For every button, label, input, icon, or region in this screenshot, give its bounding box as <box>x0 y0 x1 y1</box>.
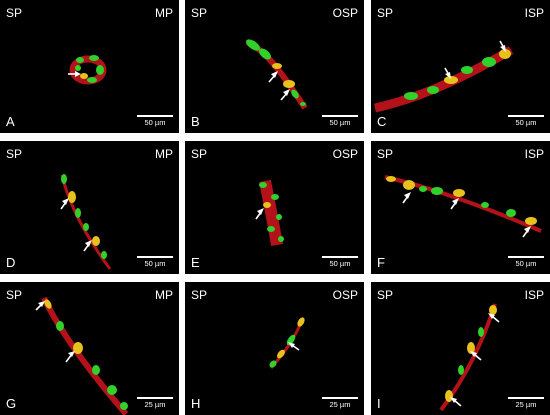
scale-bar-label: 50 µm <box>515 259 537 268</box>
scale-bar-label: 25 µm <box>515 400 537 409</box>
tissue-label: SP <box>6 6 23 20</box>
scale-bar-label: 50 µm <box>329 259 351 268</box>
arrow-icon <box>268 71 278 83</box>
scale-bar: 25 µm <box>137 397 173 409</box>
region-label: OSP <box>332 147 358 161</box>
scale-bar: 25 µm <box>508 397 544 409</box>
panel-letter: D <box>6 255 16 270</box>
panel-letter: F <box>377 255 385 270</box>
region-label: ISP <box>524 288 544 302</box>
arrow-icon <box>450 198 459 210</box>
tissue-label: SP <box>6 288 23 302</box>
arrow-icon <box>444 67 451 79</box>
tissue-label: SP <box>377 6 394 20</box>
scale-bar-label: 50 µm <box>144 259 166 268</box>
micrograph-image <box>60 174 112 270</box>
arrow-icon <box>522 226 531 238</box>
region-label: ISP <box>524 147 544 161</box>
scale-bar-label: 50 µm <box>329 118 351 127</box>
scale-bar: 25 µm <box>322 397 358 409</box>
tissue-label: SP <box>377 147 394 161</box>
micrograph-image <box>374 40 514 113</box>
region-label: MP <box>155 6 173 20</box>
panel-letter: H <box>191 396 201 411</box>
micrograph-image <box>68 55 107 85</box>
arrow-icon <box>499 40 506 52</box>
scale-bar-label: 50 µm <box>515 118 537 127</box>
scale-bar: 50 µm <box>137 256 173 268</box>
arrow-icon <box>255 208 264 220</box>
panel-c: SP ISP C 50 µm <box>371 0 550 133</box>
panel-letter: E <box>191 255 200 270</box>
region-label: MP <box>155 288 173 302</box>
panel-a: SP MP A 50 µm <box>0 0 179 133</box>
scale-bar: 50 µm <box>137 115 173 127</box>
panel-letter: G <box>6 396 17 411</box>
tissue-label: SP <box>191 6 208 20</box>
arrow-icon <box>470 351 482 361</box>
arrow-icon <box>450 397 462 407</box>
scale-bar: 50 µm <box>508 115 544 127</box>
arrow-icon <box>60 198 69 210</box>
panel-d: SP MP D 50 µm <box>0 141 179 274</box>
region-label: OSP <box>332 288 358 302</box>
micrograph-image <box>35 296 129 415</box>
arrow-icon <box>35 301 45 311</box>
arrow-icon <box>488 313 500 323</box>
scale-bar: 50 µm <box>508 256 544 268</box>
micrograph-image <box>255 179 284 246</box>
scale-bar-label: 25 µm <box>144 400 166 409</box>
panel-i: SP ISP I 25 µm <box>371 282 550 415</box>
panel-letter: I <box>377 396 381 411</box>
region-label: ISP <box>524 6 544 20</box>
panel-letter: A <box>6 114 15 129</box>
tissue-label: SP <box>191 288 208 302</box>
micrograph-image <box>439 303 500 412</box>
region-label: MP <box>155 147 173 161</box>
arrow-icon <box>65 351 75 363</box>
tissue-label: SP <box>6 147 23 161</box>
micrograph-image <box>384 175 542 238</box>
scale-bar: 50 µm <box>322 256 358 268</box>
tissue-label: SP <box>377 288 394 302</box>
arrow-icon <box>280 89 290 101</box>
panel-g: SP MP G 25 µm <box>0 282 179 415</box>
scale-bar-label: 25 µm <box>329 400 351 409</box>
arrow-icon <box>68 71 81 77</box>
micrograph-image <box>245 39 308 110</box>
scale-bar: 50 µm <box>322 115 358 127</box>
panel-h: SP OSP H 25 µm <box>185 282 364 415</box>
region-label: OSP <box>332 6 358 20</box>
panel-letter: C <box>377 114 387 129</box>
micrograph-image <box>269 317 305 369</box>
scale-bar-label: 50 µm <box>144 118 166 127</box>
arrow-icon <box>83 240 92 252</box>
tissue-label: SP <box>191 147 208 161</box>
panel-b: SP OSP B 50 µm <box>185 0 364 133</box>
panel-f: SP ISP F 50 µm <box>371 141 550 274</box>
panel-letter: B <box>191 114 200 129</box>
arrow-icon <box>402 192 411 204</box>
arrow-icon <box>288 342 300 351</box>
panel-e: SP OSP E 50 µm <box>185 141 364 274</box>
